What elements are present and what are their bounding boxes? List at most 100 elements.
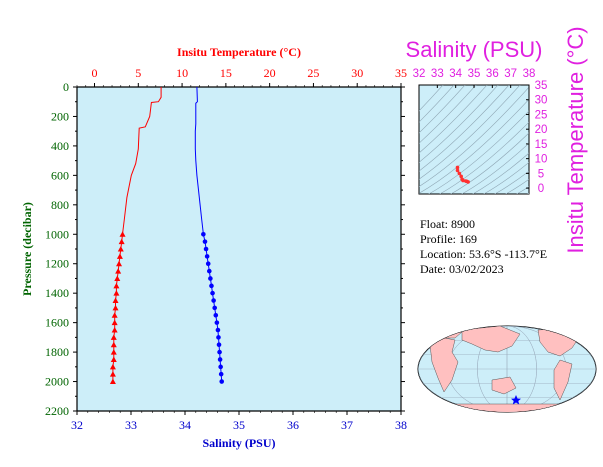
- plot-background: [77, 87, 401, 411]
- ts-y-tick-label: 5: [538, 168, 544, 180]
- salinity-point: [216, 342, 222, 348]
- density-contour: [419, 86, 529, 187]
- density-contour: [419, 85, 521, 180]
- pressure-tick-label: 2000: [45, 375, 69, 389]
- pressure-tick-label: 600: [51, 168, 69, 182]
- salinity-point: [211, 298, 216, 303]
- float-location-marker: [511, 395, 521, 405]
- pressure-tick-label: 0: [63, 80, 69, 94]
- density-contours: [419, 85, 529, 194]
- ts-point: [455, 168, 460, 173]
- ts-y-tick-label: 15: [535, 139, 548, 151]
- salinity-point: [217, 349, 222, 355]
- salinity-point: [218, 364, 223, 370]
- ts-plot-area: [418, 84, 530, 195]
- ts-point: [457, 171, 462, 176]
- ts-title: Salinity (PSU): [406, 37, 543, 62]
- density-contour: [419, 98, 529, 194]
- temperature-tick-label: 0: [92, 66, 98, 80]
- pressure-tick-label: 1800: [45, 345, 69, 359]
- salinity-tick-label: 38: [395, 418, 407, 432]
- temperature-tick-label: 20: [264, 66, 276, 80]
- temperature-point: [111, 319, 118, 326]
- ts-y-axis-title: Insitu Temperature (°C): [563, 26, 588, 253]
- pressure-tick-label: 1600: [45, 316, 69, 330]
- salinity-tick-label: 36: [287, 418, 299, 432]
- ts-x-tick-label: 33: [431, 68, 444, 80]
- salinity-point: [205, 261, 211, 267]
- salinity-point: [208, 276, 213, 281]
- pressure-tick-label: 800: [51, 198, 69, 212]
- salinity-tick-label: 33: [125, 418, 137, 432]
- ts-y-tick-label: 35: [535, 80, 548, 92]
- ts-y-tick-label: 10: [535, 154, 548, 166]
- temperature-tick-label: 15: [220, 66, 232, 80]
- salinity-point: [214, 320, 220, 325]
- ts-point: [461, 178, 465, 183]
- pressure-tick-label: 1200: [45, 257, 69, 271]
- temperature-point: [112, 297, 119, 304]
- ts-y-tick-label: 30: [535, 95, 548, 107]
- temperature-point: [112, 304, 119, 311]
- map-landmass: [491, 376, 517, 395]
- salinity-point: [202, 239, 208, 244]
- temperature-point: [113, 282, 120, 289]
- density-contour: [419, 85, 488, 154]
- density-contour: [450, 132, 529, 194]
- salinity-point: [201, 231, 206, 237]
- temperature-tick-label: 30: [351, 66, 363, 80]
- salinity-tick-label: 35: [233, 418, 245, 432]
- temperature-point: [117, 246, 124, 252]
- density-contour: [461, 142, 529, 194]
- ts-y-tick-label: 0: [538, 183, 544, 195]
- ts-point: [466, 180, 470, 184]
- salinity-point: [216, 335, 221, 340]
- temperature-axis-title: Insitu Temperature (°C): [177, 45, 301, 59]
- temperature-tick-label: 35: [395, 66, 407, 80]
- temperature-point: [111, 327, 118, 333]
- pressure-tick-label: 1400: [45, 286, 69, 300]
- temperature-tick-label: 10: [176, 66, 188, 80]
- temperature-point: [109, 363, 116, 370]
- salinity-point: [207, 268, 212, 274]
- temperature-point: [111, 312, 118, 318]
- profile-chart: 0200400600800100012001400160018002000220…: [20, 45, 407, 450]
- temperature-point: [109, 378, 116, 385]
- pressure-tick-label: 1000: [45, 227, 69, 241]
- salinity-point: [203, 246, 209, 252]
- map-landmass: [429, 337, 459, 393]
- ts-x-tick-label: 38: [523, 68, 536, 80]
- density-contour: [439, 121, 529, 194]
- salinity-tick-label: 34: [179, 418, 191, 432]
- salinity-tick-label: 32: [71, 418, 83, 432]
- date-text: Date: 03/02/2023: [420, 262, 504, 276]
- salinity-point: [212, 305, 217, 311]
- temperature-point: [118, 238, 125, 245]
- salinity-point: [215, 327, 221, 333]
- salinity-point: [204, 254, 210, 259]
- ts-x-tick-label: 32: [413, 68, 426, 80]
- ts-point: [459, 174, 463, 179]
- salinity-axis-title: Salinity (PSU): [202, 436, 275, 450]
- pressure-axis-title: Pressure (decibar): [20, 202, 34, 296]
- ts-x-tick-label: 37: [504, 68, 517, 80]
- ts-point: [455, 165, 460, 170]
- salinity-point: [209, 283, 214, 289]
- ts-y-tick-label: 25: [535, 109, 548, 121]
- map-landmass: [553, 359, 573, 401]
- ts-x-tick-label: 34: [449, 68, 462, 80]
- temperature-point: [109, 371, 116, 377]
- ts-x-tick-label: 35: [468, 68, 481, 80]
- location-text: Location: 53.6°S -113.7°E: [420, 247, 548, 261]
- ts-diagram: Salinity (PSU) 32 33 34 35 36 37 38 0 5 10 15 20 25 30…: [406, 26, 588, 253]
- density-contour: [428, 110, 529, 194]
- salinity-point: [218, 371, 224, 377]
- temperature-point: [110, 349, 117, 355]
- temperature-point: [110, 334, 117, 340]
- temperature-point: [119, 231, 126, 237]
- density-contour: [419, 85, 499, 163]
- ts-x-tick-label: 36: [486, 68, 499, 80]
- ts-y-tick-label: 20: [535, 124, 548, 136]
- salinity-point: [213, 312, 219, 318]
- salinity-tick-label: 37: [341, 418, 353, 432]
